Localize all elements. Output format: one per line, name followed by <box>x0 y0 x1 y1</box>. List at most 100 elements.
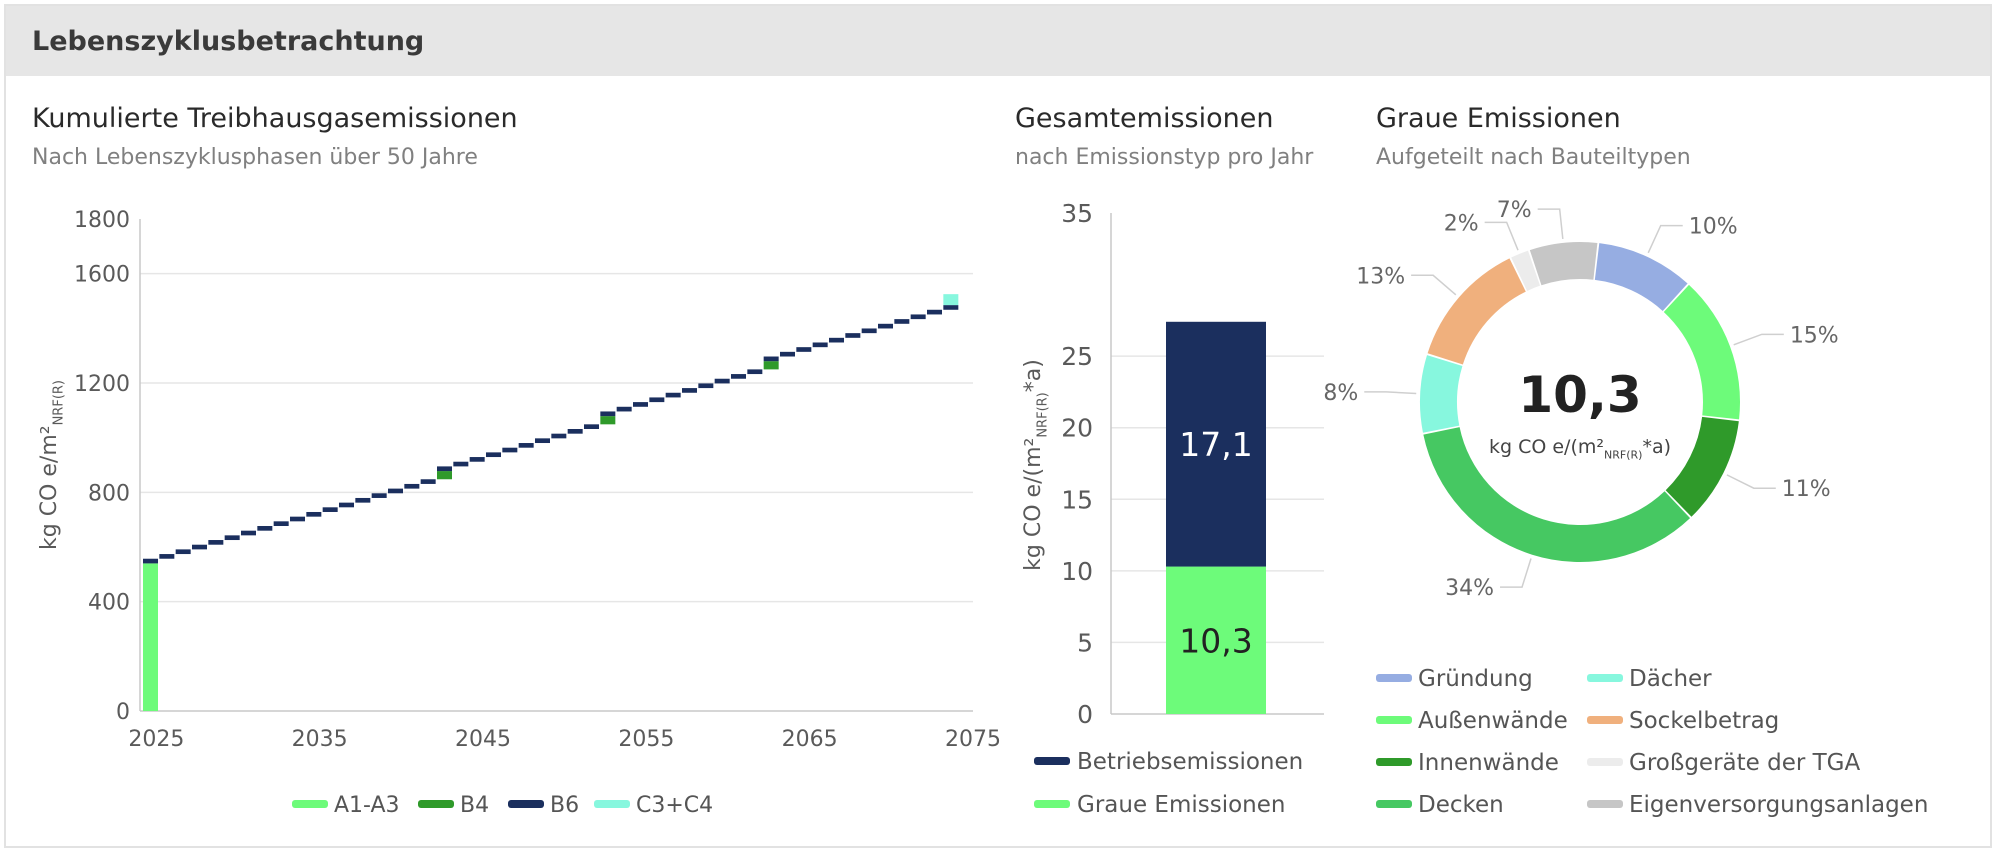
cumulative-bar-b6 <box>208 540 224 545</box>
donut-leader-line <box>1411 274 1457 296</box>
donut-slice <box>1511 250 1541 291</box>
total-y-tick-label: 25 <box>1061 342 1093 371</box>
donut-leader-line <box>1537 208 1564 239</box>
cumulative-legend-label-a1a3: A1-A3 <box>334 793 400 818</box>
cumulative-bar-b6 <box>616 406 632 412</box>
grey-legend-label: Gründung <box>1418 666 1533 692</box>
grey-legend-swatch <box>1376 758 1412 766</box>
grey-legend-swatch <box>1376 716 1412 724</box>
cumulative-bar-b6 <box>339 502 354 508</box>
cumulative-y-tick-label: 800 <box>88 481 130 506</box>
cumulative-bar-b6 <box>420 479 436 484</box>
cumulative-bar-b6 <box>371 493 387 498</box>
donut-slice-label: 34% <box>1445 576 1494 601</box>
cumulative-bar-b6 <box>257 526 273 531</box>
total-bar-value-label: 10,3 <box>1179 621 1252 660</box>
donut-center-unit: kg CO e/(m²NRF(R)*a) <box>1489 436 1671 462</box>
total-y-tick-label: 0 <box>1077 700 1093 729</box>
grey-legend-swatch <box>1587 716 1623 724</box>
cumulative-legend-label-c3c4: C3+C4 <box>636 793 713 818</box>
cumulative-bar-b6 <box>437 466 452 472</box>
grey-chart-title: Graue Emissionen <box>1376 103 1621 134</box>
panel-header: Lebenszyklusbetrachtung <box>6 6 1990 76</box>
cumulative-x-tick-label: 2075 <box>945 727 1001 752</box>
cumulative-bar-b6 <box>453 461 469 467</box>
cumulative-x-tick-label: 2045 <box>455 727 511 752</box>
cumulative-bar-b6 <box>829 337 844 343</box>
total-bar-value-label: 17,1 <box>1179 425 1252 464</box>
cumulative-bar-b6 <box>241 530 256 536</box>
cumulative-bar-b6 <box>698 383 714 389</box>
cumulative-legend-label-b6: B6 <box>550 793 579 818</box>
cumulative-y-tick-label: 1800 <box>74 208 130 233</box>
cumulative-x-tick-label: 2035 <box>292 727 348 752</box>
cumulative-bar-b6 <box>175 549 191 555</box>
panel-title: Lebenszyklusbetrachtung <box>32 26 425 57</box>
total-legend-label: Betriebsemissionen <box>1077 749 1303 775</box>
cumulative-bar-b6 <box>763 356 779 362</box>
donut-leader-line <box>1364 391 1417 395</box>
cumulative-bar-b6 <box>812 342 828 348</box>
cumulative-legend-swatch-c3c4 <box>594 800 630 808</box>
grey-legend-label: Großgeräte der TGA <box>1629 750 1861 776</box>
cumulative-bar-b6 <box>910 314 926 320</box>
cumulative-bar-b4 <box>763 361 779 370</box>
total-y-tick-label: 10 <box>1061 557 1093 586</box>
grey-chart-subtitle: Aufgeteilt nach Bauteiltypen <box>1376 145 1691 170</box>
donut-slice <box>1594 243 1688 311</box>
total-y-axis-label: kg CO e/(m²NRF(R)*a) <box>1021 359 1051 571</box>
grey-legend-label: Innenwände <box>1418 750 1559 776</box>
grey-legend-swatch <box>1376 800 1412 808</box>
cumulative-bar-b6 <box>535 438 550 444</box>
donut-slice-label: 7% <box>1497 198 1532 223</box>
donut-leader-line <box>1500 558 1532 588</box>
cumulative-legend-swatch-a1a3 <box>292 800 328 808</box>
grey-legend-swatch <box>1587 674 1623 682</box>
cumulative-chart-subtitle: Nach Lebenszyklusphasen über 50 Jahre <box>32 145 478 170</box>
grey-legend-label: Sockelbetrag <box>1629 708 1779 734</box>
donut-slice-label: 10% <box>1689 215 1738 240</box>
cumulative-y-tick-label: 1600 <box>74 263 130 288</box>
cumulative-bar-b6 <box>649 397 665 403</box>
cumulative-bar-b4 <box>437 471 452 480</box>
cumulative-bar-b6 <box>143 558 158 564</box>
total-legend-label: Graue Emissionen <box>1077 792 1285 818</box>
total-legend-swatch <box>1034 757 1070 765</box>
cumulative-bar-b6 <box>551 433 567 439</box>
grey-legend-label: Außenwände <box>1418 708 1568 734</box>
donut-leader-line <box>1647 224 1683 254</box>
cumulative-bar-b6 <box>731 374 746 379</box>
cumulative-bar-b6 <box>633 402 648 407</box>
cumulative-bar-b6 <box>796 347 812 352</box>
grey-legend-swatch <box>1587 800 1623 808</box>
cumulative-bar-b6 <box>894 319 910 324</box>
total-bar-segment <box>1166 321 1266 567</box>
cumulative-bar-b6 <box>322 507 338 512</box>
total-chart-title: Gesamtemissionen <box>1015 103 1274 134</box>
total-y-tick-label: 5 <box>1077 628 1093 657</box>
cumulative-bar-b6 <box>469 457 485 462</box>
cumulative-y-tick-label: 1200 <box>74 372 130 397</box>
cumulative-bar-b6 <box>388 488 403 494</box>
donut-slice <box>1420 355 1463 433</box>
cumulative-bar-b6 <box>306 511 322 517</box>
cumulative-bar-b6 <box>273 521 289 527</box>
donut-slice-label: 8% <box>1323 381 1358 406</box>
donut-slice <box>1427 258 1526 365</box>
donut-center-value: 10,3 <box>1518 366 1641 424</box>
donut-slice <box>1665 416 1739 517</box>
donut-leader-line <box>1484 221 1519 251</box>
cumulative-y-axis-label: kg CO e/m²NRF(R) <box>37 380 67 550</box>
cumulative-legend-label-b4: B4 <box>460 793 489 818</box>
cumulative-x-tick-label: 2025 <box>128 727 184 752</box>
total-chart-subtitle: nach Emissionstyp pro Jahr <box>1015 145 1314 170</box>
cumulative-y-tick-label: 0 <box>116 700 130 725</box>
cumulative-bar-b6 <box>780 351 795 357</box>
lifecycle-panel: Lebenszyklusbetrachtung <box>4 4 1992 848</box>
cumulative-bar-b6 <box>355 497 371 503</box>
grey-legend-swatch <box>1587 758 1623 766</box>
total-bar-segment <box>1166 566 1266 714</box>
donut-slice-label: 15% <box>1790 323 1839 348</box>
cumulative-bar-b6 <box>567 429 583 434</box>
donut-slice <box>1663 284 1740 420</box>
